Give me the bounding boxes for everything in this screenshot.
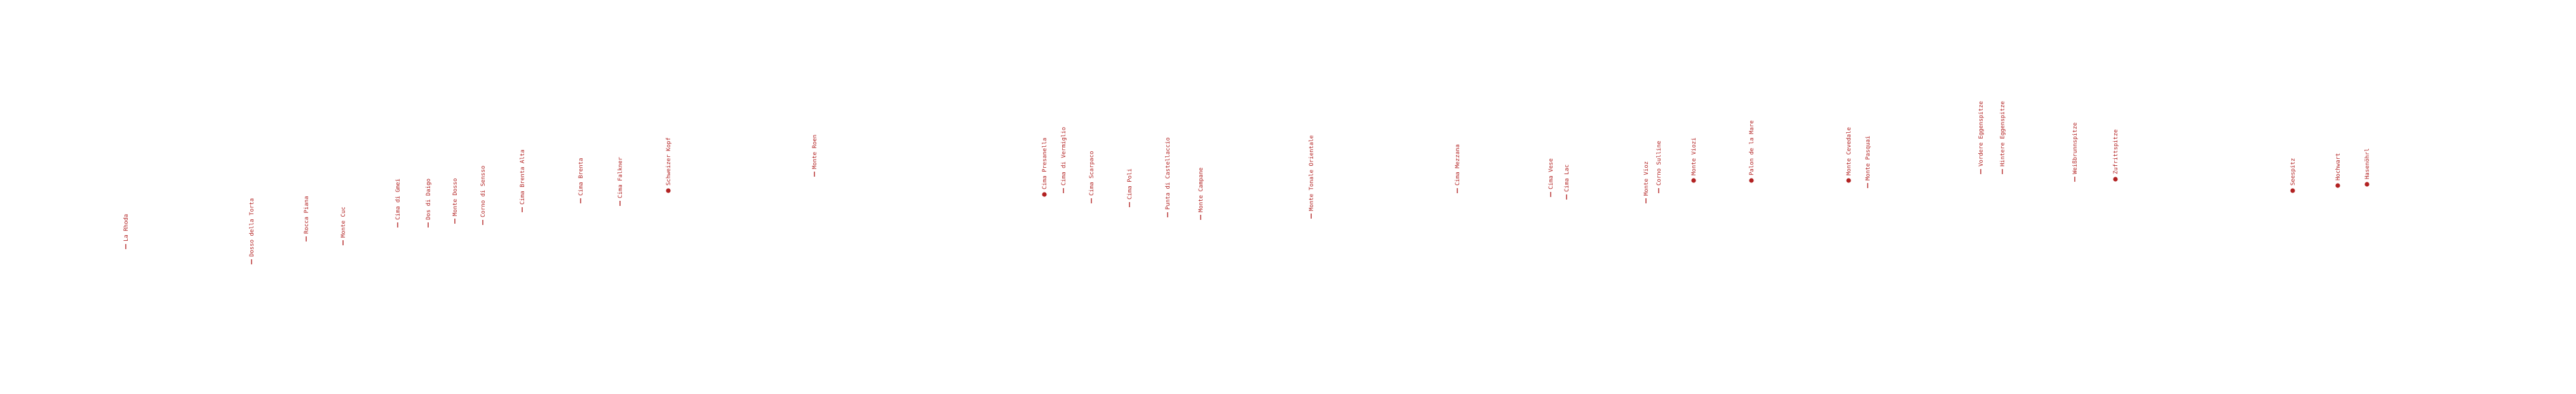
peak-marker-group: Monte Cevedale [1846, 127, 1852, 183]
peak-label: Monte Vioz [1643, 161, 1650, 196]
peak-marker-group: Weißbrunnspitze [2072, 123, 2079, 182]
peak-label: Cima Presanella [1042, 138, 1048, 189]
peak-dot-icon [2113, 177, 2118, 182]
peak-marker-group: Rocca Piana [304, 196, 310, 241]
peak-label: Cima Falkner [617, 156, 624, 198]
peak-dot-icon [1042, 192, 1047, 197]
peak-label: Cima Brenta [578, 158, 584, 196]
peak-label: Vordere Eggenspitze [1978, 101, 1985, 166]
peak-marker-group: Cima Vese [1548, 158, 1554, 197]
peak-label: Rocca Piana [304, 196, 310, 234]
peak-marker-group: Cima Falkner [617, 156, 624, 206]
peak-dot-icon [2364, 182, 2370, 187]
peak-dot-icon [1846, 178, 1851, 183]
peak-label: Corno di Sensso [480, 166, 487, 217]
peak-dot-icon [2335, 183, 2340, 188]
peak-label: Monte Pasquai [1865, 136, 1871, 180]
peak-marker-group: Hochwart [2335, 153, 2342, 188]
peak-label: Cima Lac [1564, 165, 1570, 192]
peak-label: Corno Sulline [1656, 141, 1662, 186]
peak-label: Cima di Gmei [395, 179, 401, 220]
peak-label: Monte Tonale Orientale [1309, 135, 1315, 211]
peak-label: Cima Brenta Alta [520, 149, 526, 205]
peak-label: Monte Roen [812, 135, 818, 169]
peak-marker-group: Monte Dosso [452, 178, 459, 224]
peak-label: Dosso della Torta [249, 198, 255, 257]
peak-label: Zufrittspitze [2113, 130, 2119, 174]
peak-marker-group: Monte Tonale Orientale [1309, 135, 1315, 219]
peak-label: Cima Vese [1548, 158, 1554, 189]
peak-marker-group: Punta di Castellaccio [1165, 137, 1171, 217]
peak-label: La Rhoda [123, 214, 130, 241]
peak-label: Monte Viozi [1691, 137, 1697, 175]
peak-marker-group: Cima di Gmei [395, 179, 401, 228]
peak-marker-group: Monte Cuc [341, 207, 347, 245]
peak-marker-group: Cima Presanella [1042, 138, 1048, 197]
peak-marker-group: Cima Brenta [578, 158, 584, 203]
peak-marker-group: Cima Mezzana [1455, 144, 1461, 193]
peak-label: Cima Mezzana [1455, 144, 1461, 186]
peak-label: Dos di Daigo [426, 179, 432, 220]
peak-dot-icon [1691, 178, 1696, 183]
peak-marker-group: Corno di Sensso [480, 166, 487, 225]
peak-marker-group: Cima Scarpaco [1089, 151, 1095, 203]
peak-marker-group: Palon de la Mare [1749, 120, 1755, 183]
peak-label: Schweizer Kopf [666, 137, 672, 186]
peak-marker-group: Cima Brenta Alta [520, 149, 526, 212]
peak-marker-group: Monte Vioz [1643, 161, 1650, 203]
peak-marker-group: Monte Campane [1198, 168, 1204, 220]
peak-marker-group: Monte Roen [812, 135, 818, 177]
peak-label: Cima Scarpaco [1089, 151, 1095, 196]
peak-marker-group: Dos di Daigo [426, 179, 432, 228]
peak-label: Monte Cevedale [1846, 127, 1852, 175]
peak-label: Hochwart [2335, 153, 2342, 180]
peak-label: Cima di Vermiglio [1061, 127, 1067, 186]
peak-marker-group: Hintere Eggenspitze [2000, 101, 2006, 174]
peak-label: Punta di Castellaccio [1165, 137, 1171, 210]
peak-marker-group: Cima di Vermiglio [1061, 127, 1067, 193]
peak-marker-group: Zufrittspitze [2113, 130, 2119, 182]
peak-marker-group: Monte Viozi [1691, 137, 1697, 183]
peak-dot-icon [1749, 178, 1754, 183]
peak-marker-group: Cima Lac [1564, 165, 1570, 200]
peak-marker-group: La Rhoda [123, 214, 130, 249]
peak-dot-icon [2290, 188, 2295, 193]
peak-dot-icon [666, 188, 671, 193]
peak-label: Monte Cuc [341, 207, 347, 238]
peak-label: Hintere Eggenspitze [2000, 101, 2006, 166]
peak-label: Hasenöhrl [2364, 148, 2371, 179]
peak-marker-group: Hasenöhrl [2364, 148, 2371, 187]
peak-label: Cima Poli [1127, 168, 1133, 200]
peak-label: Weißbrunnspitze [2072, 123, 2079, 174]
peak-marker-group: Corno Sulline [1656, 141, 1662, 193]
peak-label: Monte Campane [1198, 168, 1204, 212]
peak-marker-group: Vordere Eggenspitze [1978, 101, 1985, 174]
peak-label: Palon de la Mare [1749, 120, 1755, 175]
peak-marker-group: Monte Pasquai [1865, 136, 1871, 188]
peak-label: Monte Dosso [452, 178, 459, 216]
peak-marker-group: Cima Poli [1127, 168, 1133, 207]
peak-marker-group: Schweizer Kopf [666, 137, 672, 193]
peak-label: Seespitz [2290, 158, 2296, 186]
peak-marker-group: Seespitz [2290, 158, 2296, 193]
peak-marker-group: Dosso della Torta [249, 198, 255, 264]
